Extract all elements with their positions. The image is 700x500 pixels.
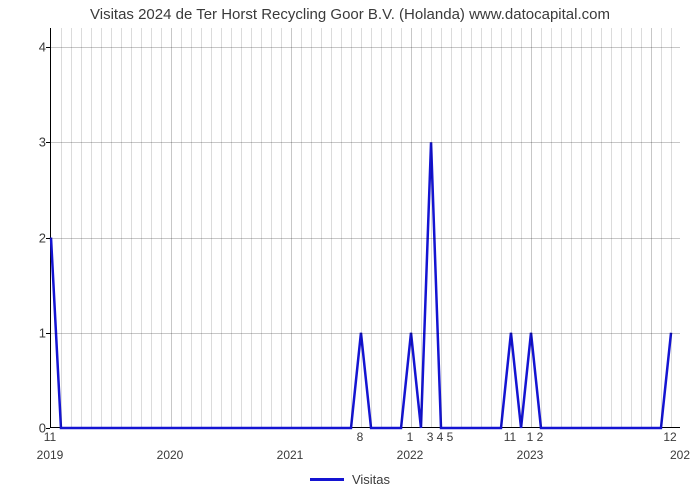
gridline-vertical-minor [561, 28, 562, 427]
gridline-vertical-minor [101, 28, 102, 427]
gridline-vertical-minor [571, 28, 572, 427]
x-sub-label: 11 [44, 430, 56, 444]
x-sub-label: 2 [537, 430, 544, 444]
gridline-vertical-minor [71, 28, 72, 427]
y-tick-label: 1 [30, 325, 46, 340]
line-series [51, 28, 681, 428]
gridline-vertical-minor [511, 28, 512, 427]
gridline-vertical-major [411, 28, 412, 427]
gridline-vertical-minor [471, 28, 472, 427]
gridline-vertical-major [171, 28, 172, 427]
gridline-vertical-minor [611, 28, 612, 427]
gridline-vertical-minor [431, 28, 432, 427]
gridline-vertical-minor [341, 28, 342, 427]
legend-label: Visitas [352, 472, 390, 487]
gridline-vertical-minor [331, 28, 332, 427]
gridline-vertical-minor [201, 28, 202, 427]
gridline-vertical-major [651, 28, 652, 427]
x-year-label: 2019 [37, 448, 64, 462]
x-sub-label: 5 [447, 430, 454, 444]
gridline-vertical-minor [271, 28, 272, 427]
gridline-vertical-minor [391, 28, 392, 427]
gridline-vertical-minor [591, 28, 592, 427]
gridline-vertical-minor [551, 28, 552, 427]
gridline-vertical-minor [541, 28, 542, 427]
gridline-vertical-minor [161, 28, 162, 427]
gridline-vertical-minor [661, 28, 662, 427]
gridline-vertical-minor [121, 28, 122, 427]
gridline-vertical-minor [671, 28, 672, 427]
chart-container: Visitas 2024 de Ter Horst Recycling Goor… [0, 0, 700, 500]
x-year-label: 202 [670, 448, 690, 462]
gridline-vertical-minor [211, 28, 212, 427]
gridline-vertical-major [291, 28, 292, 427]
legend: Visitas [0, 468, 700, 487]
gridline-vertical-minor [491, 28, 492, 427]
gridline-vertical-minor [241, 28, 242, 427]
gridline-vertical-minor [381, 28, 382, 427]
gridline-vertical-minor [301, 28, 302, 427]
gridline-vertical-minor [441, 28, 442, 427]
gridline-vertical-minor [631, 28, 632, 427]
gridline-vertical-minor [601, 28, 602, 427]
x-year-label: 2022 [397, 448, 424, 462]
gridline-vertical-minor [361, 28, 362, 427]
y-tick-mark [46, 428, 50, 429]
gridline-vertical-minor [401, 28, 402, 427]
gridline-vertical-minor [281, 28, 282, 427]
x-sub-label: 12 [663, 430, 676, 444]
legend-swatch [310, 478, 344, 481]
gridline-vertical-minor [481, 28, 482, 427]
gridline-vertical-minor [251, 28, 252, 427]
plot-area [50, 28, 680, 428]
x-sub-label: 11 [504, 430, 516, 444]
gridline-vertical-minor [141, 28, 142, 427]
y-tick-mark [46, 238, 50, 239]
gridline-vertical-minor [321, 28, 322, 427]
gridline-horizontal [51, 47, 680, 48]
y-tick-mark [46, 47, 50, 48]
gridline-vertical-minor [131, 28, 132, 427]
gridline-vertical-minor [91, 28, 92, 427]
gridline-vertical-minor [231, 28, 232, 427]
x-year-label: 2020 [157, 448, 184, 462]
gridline-vertical-minor [311, 28, 312, 427]
y-tick-label: 2 [30, 230, 46, 245]
chart-title: Visitas 2024 de Ter Horst Recycling Goor… [0, 6, 700, 23]
gridline-vertical-minor [521, 28, 522, 427]
gridline-vertical-minor [221, 28, 222, 427]
x-sub-label: 1 [527, 430, 534, 444]
gridline-horizontal [51, 333, 680, 334]
y-tick-mark [46, 142, 50, 143]
x-sub-label: 3 [427, 430, 434, 444]
gridline-vertical-minor [641, 28, 642, 427]
x-sub-label: 4 [437, 430, 444, 444]
gridline-vertical-major [531, 28, 532, 427]
gridline-vertical-minor [181, 28, 182, 427]
gridline-vertical-minor [461, 28, 462, 427]
x-sub-label: 1 [407, 430, 414, 444]
gridline-vertical-minor [191, 28, 192, 427]
gridline-vertical-minor [61, 28, 62, 427]
y-tick-mark [46, 333, 50, 334]
gridline-vertical-minor [451, 28, 452, 427]
gridline-vertical-minor [261, 28, 262, 427]
x-year-label: 2023 [517, 448, 544, 462]
x-year-label: 2021 [277, 448, 304, 462]
gridline-vertical-minor [371, 28, 372, 427]
gridline-horizontal [51, 142, 680, 143]
gridline-vertical-minor [581, 28, 582, 427]
gridline-vertical-minor [81, 28, 82, 427]
gridline-vertical-minor [621, 28, 622, 427]
y-tick-label: 4 [30, 40, 46, 55]
gridline-vertical-minor [111, 28, 112, 427]
gridline-vertical-minor [501, 28, 502, 427]
x-sub-label: 8 [357, 430, 364, 444]
gridline-horizontal [51, 238, 680, 239]
gridline-vertical-minor [421, 28, 422, 427]
gridline-vertical-minor [151, 28, 152, 427]
gridline-vertical-minor [351, 28, 352, 427]
y-tick-label: 3 [30, 135, 46, 150]
